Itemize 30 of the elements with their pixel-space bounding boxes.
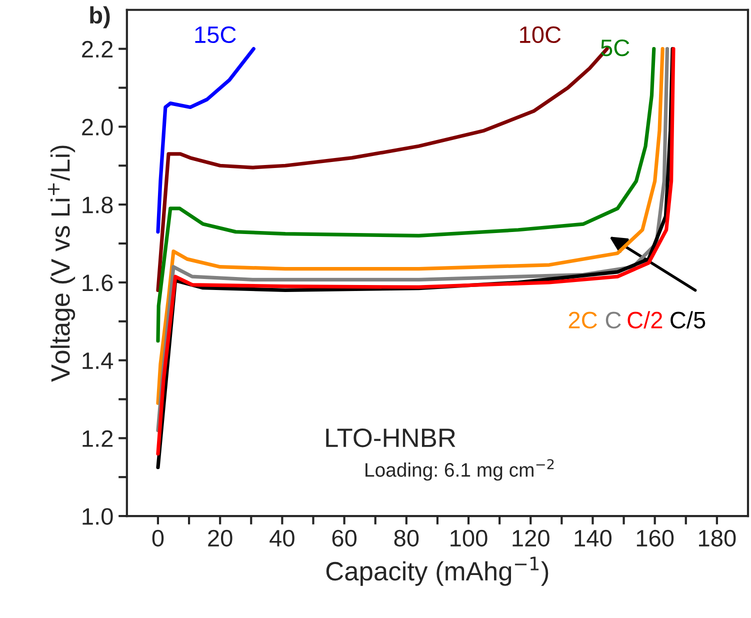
legend-label: C/5 — [670, 311, 706, 329]
line-series — [156, 47, 256, 234]
annotation: Loading: 6.1 mg cm$^{−2}$ — [366, 459, 554, 481]
y-tick-label: 1.6 — [82, 274, 113, 292]
y-tick-label: 1.8 — [82, 196, 113, 214]
annotation: LTO-HNBR — [326, 428, 456, 448]
x-tick-label: 80 — [394, 530, 419, 547]
x-tick-label: 40 — [270, 530, 294, 547]
x-tick-label: 60 — [332, 530, 357, 547]
x-tick-label: 0 — [152, 530, 164, 547]
series-label: 10C — [520, 26, 561, 44]
x-axis-title: Capacity (mAhg$^{−1}$) — [326, 556, 548, 586]
x-tick-label: 160 — [636, 530, 674, 547]
series-label: C — [606, 312, 621, 329]
x-tick-label: 20 — [208, 530, 232, 547]
series-label: C/2 — [628, 311, 662, 329]
text: b) — [90, 6, 110, 28]
y-tick-label: 1.2 — [82, 430, 113, 447]
x-tick-label: 140 — [574, 530, 612, 547]
series-label: 15C — [195, 26, 236, 44]
series-label: 5C — [600, 39, 630, 56]
x-tick-label: 180 — [699, 530, 736, 547]
y-tick-label: 1.4 — [82, 352, 114, 369]
y-axis-title: Voltage (V vs Li$^{+}$/Li) — [48, 146, 76, 382]
x-tick-label: 100 — [450, 530, 488, 547]
y-tick-label: 2.2 — [82, 40, 113, 58]
text: 2C — [568, 312, 597, 329]
y-tick-label: 2.0 — [82, 118, 113, 136]
y-tick-label: 1.0 — [82, 508, 113, 525]
x-tick-label: 120 — [512, 530, 550, 547]
